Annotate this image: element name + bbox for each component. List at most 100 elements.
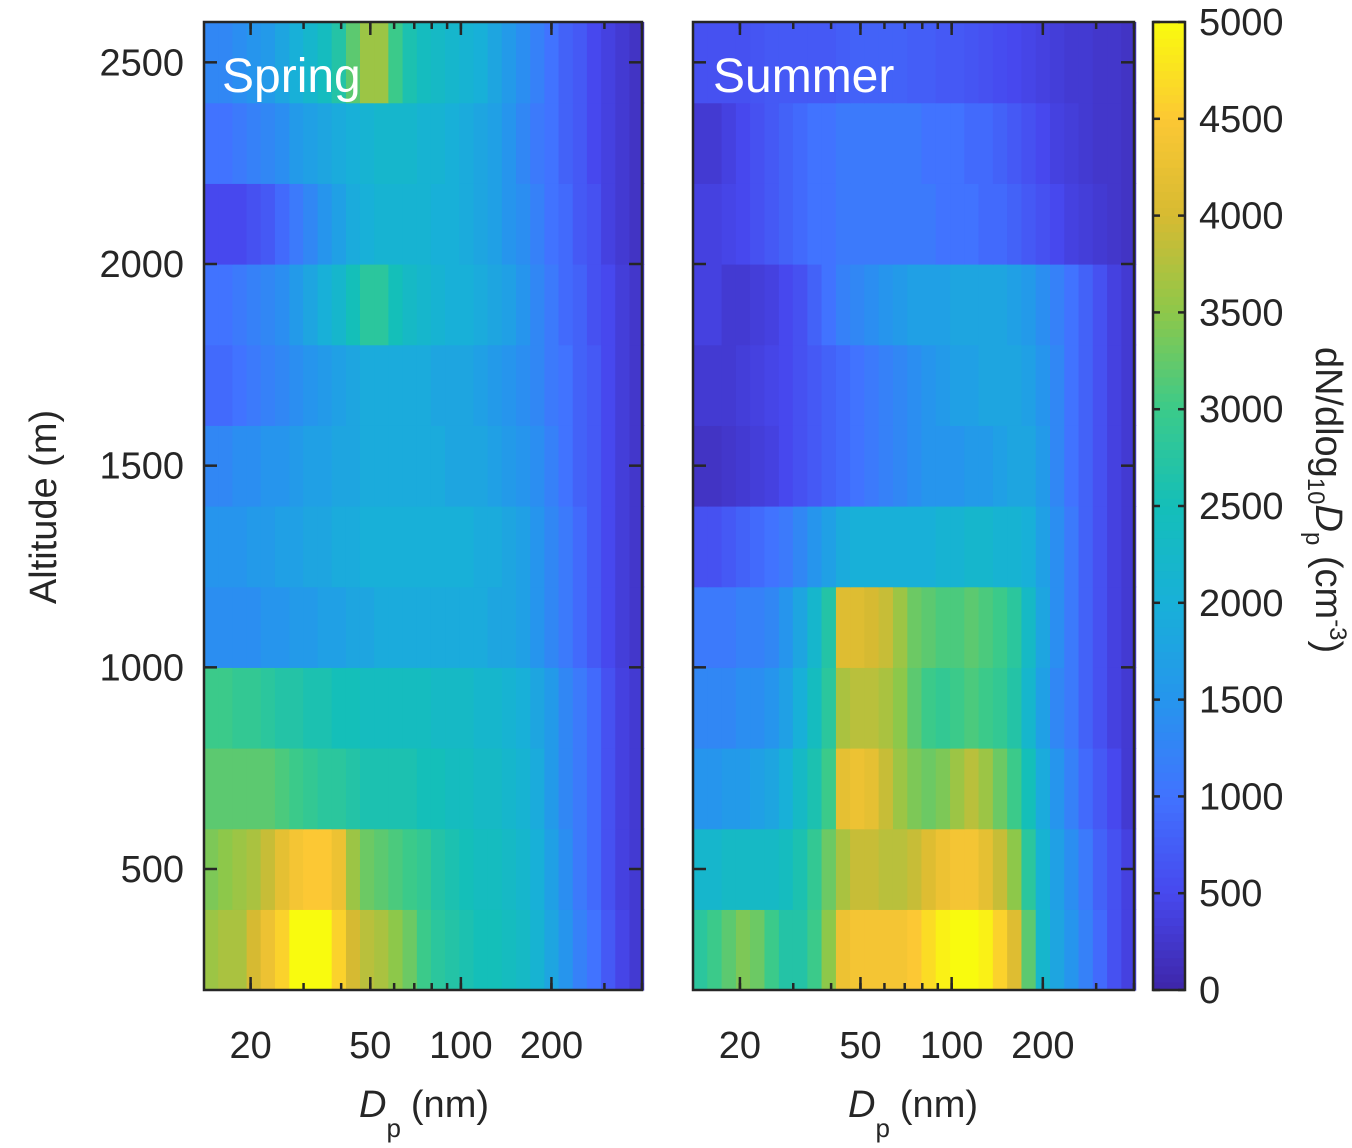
heatmap-cell	[707, 586, 723, 668]
colorbar-label: dN/dlog10Dp (cm-3)	[1300, 347, 1351, 653]
heatmap-cell	[317, 506, 333, 588]
heatmap-cell	[416, 425, 432, 507]
heatmap-cell	[878, 667, 894, 749]
heatmap-cell	[721, 828, 737, 910]
colorbar-swatch	[1153, 134, 1185, 144]
heatmap-cell	[459, 828, 475, 910]
heatmap-cell	[1078, 425, 1094, 507]
heatmap-cell	[629, 102, 645, 184]
colorbar-swatch	[1153, 30, 1185, 39]
heatmap-cell	[1078, 506, 1094, 588]
heatmap-cell	[892, 586, 908, 668]
colorbar-swatch	[1153, 885, 1185, 894]
heatmap-cell	[516, 506, 531, 588]
heatmap-cell	[289, 667, 304, 749]
heatmap-cell	[835, 102, 851, 184]
heatmap-cell	[345, 183, 361, 265]
heatmap-cell	[1107, 828, 1122, 910]
heatmap-cell	[864, 909, 880, 991]
heatmap-cell	[950, 425, 965, 507]
colorbar-swatch	[1153, 409, 1185, 418]
heatmap-cell	[260, 748, 276, 830]
heatmap-cell	[1064, 748, 1080, 830]
heatmap-cell	[331, 183, 347, 265]
heatmap-cell	[317, 828, 333, 910]
heatmap-cell	[246, 748, 262, 830]
heatmap-cell	[921, 425, 937, 507]
heatmap-cell	[892, 506, 908, 588]
heatmap-cell	[204, 183, 219, 265]
heatmap-cell	[359, 183, 375, 265]
heatmap-cell	[935, 344, 951, 426]
heatmap-cell	[260, 102, 276, 184]
heatmap-cell	[473, 264, 489, 346]
heatmap-cell	[430, 667, 446, 749]
heatmap-cell	[992, 909, 1008, 991]
colorbar-swatch	[1153, 748, 1185, 757]
spring-panel-title: Spring	[222, 50, 361, 103]
heatmap-cell	[1092, 183, 1108, 265]
heatmap-cell	[303, 425, 319, 507]
heatmap-cell	[907, 344, 923, 426]
heatmap-cell	[992, 344, 1008, 426]
heatmap-cell	[501, 425, 517, 507]
heatmap-cell	[274, 748, 290, 830]
heatmap-cell	[821, 586, 837, 668]
heatmap-cell	[935, 183, 951, 265]
heatmap-cell	[907, 667, 923, 749]
heatmap-cell	[1064, 264, 1080, 346]
heatmap-cell	[445, 909, 460, 991]
colorbar-swatch	[1153, 175, 1185, 184]
colorbar-swatch	[1153, 675, 1185, 685]
heatmap-cell	[707, 264, 723, 346]
heatmap-cell	[921, 909, 937, 991]
colorbar-swatch	[1153, 893, 1185, 902]
heatmap-cell	[601, 425, 616, 507]
heatmap-cell	[331, 506, 347, 588]
heatmap-cell	[232, 264, 248, 346]
colorbar-swatch	[1153, 627, 1185, 636]
heatmap-cell	[1107, 586, 1122, 668]
heatmap-cell	[572, 667, 588, 749]
heatmap-cell	[964, 22, 980, 104]
colorbar-swatch	[1153, 264, 1185, 273]
heatmap-cell	[516, 748, 531, 830]
heatmap-cell	[964, 909, 980, 991]
heatmap-cell	[1021, 264, 1037, 346]
colorbar-swatch	[1153, 973, 1185, 983]
heatmap-cell	[345, 425, 361, 507]
heatmap-cell	[615, 828, 631, 910]
heatmap-cell	[1107, 102, 1122, 184]
colorbar-swatch	[1153, 489, 1185, 499]
spring-panel: 20 50 100 200 500 1000 1500 2000 2500	[99, 20, 645, 1067]
heatmap-cell	[629, 344, 645, 426]
heatmap-cell	[331, 264, 347, 346]
heatmap-cell	[1064, 344, 1080, 426]
heatmap-cell	[821, 748, 837, 830]
heatmap-cell	[1107, 183, 1122, 265]
heatmap-cell	[359, 506, 375, 588]
heatmap-cell	[516, 828, 531, 910]
heatmap-cell	[778, 102, 794, 184]
colorbar-swatch	[1153, 506, 1185, 515]
heatmap-cell	[402, 102, 418, 184]
x-tick-label: 20	[229, 1025, 271, 1067]
heatmap-cell	[878, 506, 894, 588]
heatmap-cell	[750, 102, 766, 184]
heatmap-cell	[778, 425, 794, 507]
colorbar-label-close: )	[1307, 641, 1349, 654]
heatmap-cell	[374, 264, 389, 346]
colorbar-swatch	[1153, 618, 1185, 628]
heatmap-cell	[331, 586, 347, 668]
heatmap-cell	[693, 586, 708, 668]
heatmap-cell	[501, 344, 517, 426]
heatmap-cell	[416, 102, 432, 184]
heatmap-cell	[950, 748, 965, 830]
heatmap-cell	[792, 667, 808, 749]
x-tick-label: 100	[429, 1025, 492, 1067]
heatmap-cell	[693, 344, 708, 426]
heatmap-cell	[218, 344, 234, 426]
colorbar-tick-label: 3000	[1199, 389, 1284, 431]
heatmap-cell	[487, 22, 503, 104]
heatmap-cell	[764, 102, 780, 184]
